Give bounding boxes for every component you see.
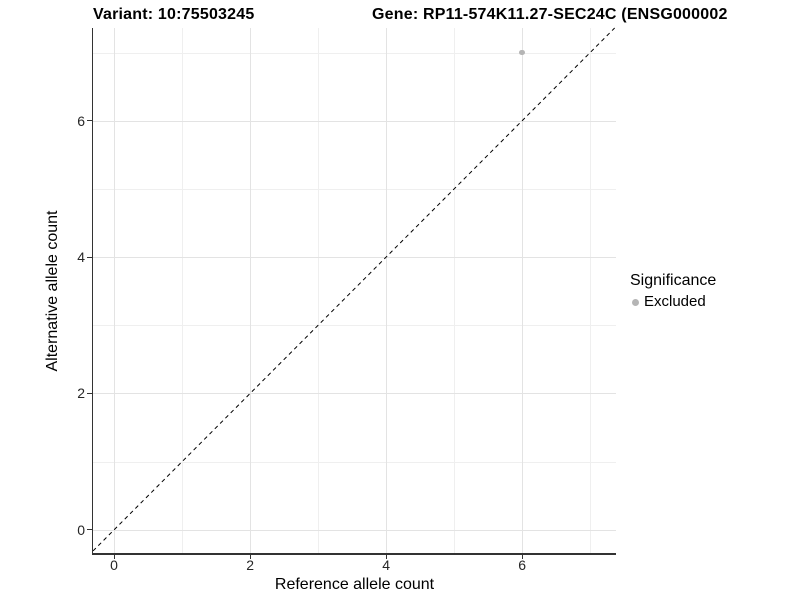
legend: Significance Excluded <box>630 271 716 311</box>
identity-line <box>92 27 615 552</box>
identity-line-layer <box>92 27 615 552</box>
x-tick-label: 2 <box>246 557 254 573</box>
x-axis-line <box>91 553 616 555</box>
gridline-y-minor <box>93 52 616 54</box>
gridline-y-minor <box>93 325 616 327</box>
y-tick <box>86 392 92 394</box>
legend-title: Significance <box>630 272 717 289</box>
legend-item-label: Excluded <box>644 293 706 310</box>
plot-title-variant: Variant: 10:75503245 <box>93 6 255 23</box>
gridline-x-major <box>522 28 524 553</box>
x-tick-label: 6 <box>518 557 527 573</box>
gridline-x-minor <box>590 28 592 553</box>
gridline-x-minor <box>318 28 320 553</box>
x-axis-title: Reference allele count <box>274 576 435 593</box>
gridline-y-minor <box>93 461 616 463</box>
x-tick <box>385 554 387 559</box>
gridline-x-major <box>114 28 116 553</box>
legend-item-excluded: Excluded <box>630 293 716 311</box>
gridline-y-major <box>93 393 616 395</box>
y-tick-label: 6 <box>77 112 85 129</box>
x-tick <box>521 554 523 559</box>
data-point <box>519 49 525 56</box>
gridline-x-minor <box>454 28 456 553</box>
y-tick <box>86 529 92 531</box>
gridline-y-major <box>93 257 616 259</box>
y-axis-title: Alternative allele count <box>44 210 61 371</box>
y-tick <box>86 256 92 258</box>
x-tick-label: 0 <box>110 557 118 573</box>
gridline-x-major <box>250 28 252 553</box>
gridline-y-major <box>93 120 616 122</box>
x-tick <box>113 554 115 559</box>
y-tick-label: 4 <box>77 249 85 266</box>
x-tick <box>249 554 251 559</box>
gridline-y-minor <box>93 188 616 190</box>
x-tick-label: 4 <box>382 557 390 573</box>
gridline-x-major <box>386 28 388 553</box>
gridline-x-minor <box>182 28 184 553</box>
gridline-y-major <box>93 529 616 531</box>
plot-title-gene: Gene: RP11-574K11.27-SEC24C (ENSG000002 <box>372 6 728 23</box>
y-tick <box>86 120 92 122</box>
excluded-marker-icon <box>632 298 639 306</box>
plot-panel <box>93 28 616 553</box>
y-axis-line <box>91 28 93 554</box>
y-tick-label: 0 <box>77 521 85 538</box>
y-tick-label: 2 <box>77 385 85 402</box>
